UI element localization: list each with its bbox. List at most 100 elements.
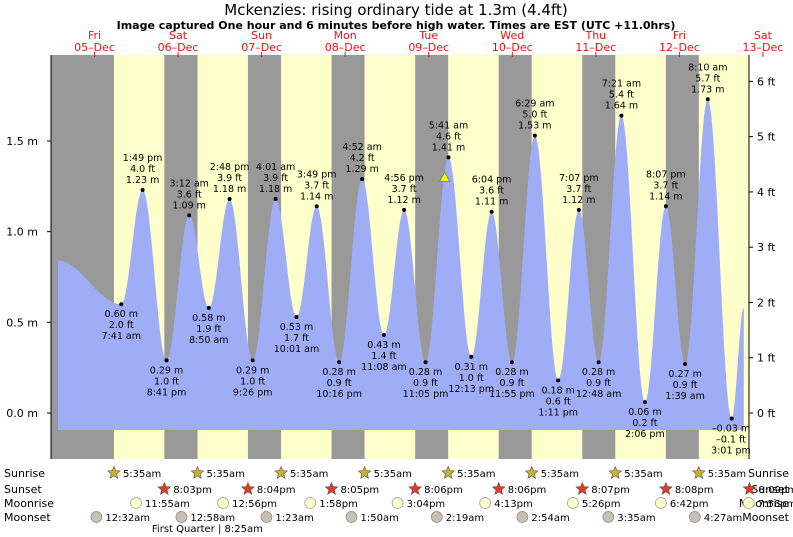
sunrise-time: 5:35am [123, 469, 161, 480]
high-meters: 1.41 m [432, 142, 465, 153]
high-time: 8:07 pm [646, 169, 686, 180]
sunrise-icon [357, 465, 372, 479]
moonset-time: 4:27am [704, 513, 742, 524]
moonset-icon [260, 511, 273, 523]
low-meters: 0.18 m [541, 385, 574, 396]
moonset-icon [345, 511, 358, 523]
sunset-time: 8:05pm [341, 485, 380, 496]
moon-phase-label: First Quarter | 8:25am [152, 524, 263, 535]
low-time: 12:13 pm [448, 384, 494, 395]
low-feet: 0.2 ft [632, 418, 657, 429]
sunset-icon [491, 481, 506, 495]
low-feet: 1.0 ft [154, 376, 179, 387]
high-meters: 1.14 m [649, 191, 682, 202]
extreme-point [206, 305, 211, 310]
extreme-point [381, 333, 386, 338]
extreme-point [576, 207, 581, 212]
extreme-point [164, 358, 169, 363]
moonset-time: 2:19am [446, 513, 484, 524]
low-meters: 0.43 m [367, 340, 400, 351]
left-tick-label: 1.0 m [6, 226, 38, 239]
day-name: Wed [500, 29, 524, 42]
sunrise-time: 5:35am [708, 469, 746, 480]
sunset-time: 8:09pm [759, 485, 793, 496]
sunset-time: 8:07pm [591, 485, 630, 496]
sunset-time: 8:03pm [173, 485, 212, 496]
high-meters: 1.29 m [345, 164, 378, 175]
low-feet: 0.9 ft [499, 378, 524, 389]
high-feet: 3.9 ft [263, 173, 288, 184]
high-feet: 3.7 ft [392, 184, 417, 195]
moonrise-time: 3:04pm [407, 499, 446, 510]
right-tick-label: 1 ft [757, 352, 776, 365]
extreme-point [314, 204, 319, 209]
moonset-icon [689, 511, 701, 523]
low-feet: –0.1 ft [716, 434, 746, 445]
extreme-point [509, 360, 514, 365]
right-tick-label: 6 ft [757, 75, 776, 88]
moonrise-icon [391, 497, 404, 509]
day-date: 13–Dec [743, 41, 784, 54]
high-time: 7:07 pm [559, 173, 599, 184]
low-feet: 1.0 ft [240, 376, 265, 387]
current-tide-marker [439, 171, 451, 182]
high-feet: 5.7 ft [695, 73, 720, 84]
left-tick-label: 1.5 m [6, 135, 38, 148]
chart-title: Mckenzies: rising ordinary tide at 1.3m … [224, 1, 567, 19]
day-name: Sat [169, 29, 188, 42]
sunset-icon [408, 481, 423, 495]
low-time: 11:05 pm [403, 389, 449, 400]
moonrise-icon [742, 497, 755, 509]
low-time: 7:41 am [102, 331, 141, 342]
high-feet: 5.0 ft [522, 110, 547, 121]
row-label-right: Moonset [742, 511, 789, 524]
sunrise-icon [190, 465, 205, 479]
moonset-icon [175, 511, 188, 523]
extreme-point [273, 197, 278, 202]
low-meters: 0.31 m [455, 362, 488, 373]
sunrise-icon [524, 465, 539, 479]
day-date: 06–Dec [158, 41, 199, 54]
moonset-icon [516, 511, 529, 523]
high-time: 3:49 pm [297, 169, 337, 180]
axes: 0.0 m 0.5 m 1.0 m 1.5 m 0 ft 1 ft 2 ft 3 ft 4 ft… [6, 55, 776, 459]
moonrise-icon [655, 497, 667, 509]
low-meters: 0.29 m [236, 365, 269, 376]
day-date: 11–Dec [575, 41, 616, 54]
low-meters: 0.53 m [280, 322, 313, 333]
day-date: 05–Dec [74, 41, 115, 54]
high-feet: 4.6 ft [436, 131, 461, 142]
high-time: 4:52 am [342, 142, 381, 153]
extreme-point [642, 400, 647, 405]
moonset-time: 12:58am [190, 513, 235, 524]
extreme-point [619, 113, 624, 118]
high-feet: 4.0 ft [130, 164, 155, 175]
low-time: 2:06 pm [625, 429, 665, 440]
sunset-time: 8:04pm [257, 485, 296, 496]
high-time: 8:10 am [688, 62, 727, 73]
low-feet: 1.0 ft [459, 373, 484, 384]
low-time: 9:26 pm [233, 387, 273, 398]
sunrise-time: 5:35am [290, 469, 328, 480]
row-label-right: Sunrise [748, 467, 789, 480]
extreme-point [663, 204, 668, 209]
low-feet: 0.9 ft [413, 378, 438, 389]
moonrise-icon [479, 497, 492, 509]
moonset-time: 3:35am [617, 513, 655, 524]
low-meters: 0.29 m [150, 365, 183, 376]
sunset-icon [742, 481, 757, 495]
extreme-point [556, 378, 561, 383]
extreme-point [337, 360, 342, 365]
high-meters: 1.73 m [691, 84, 724, 95]
right-tick-label: 4 ft [757, 186, 776, 199]
right-tick-label: 2 ft [757, 296, 776, 309]
extreme-point [596, 360, 601, 365]
low-feet: 0.9 ft [327, 378, 352, 389]
extreme-point [294, 314, 299, 319]
sunrise-time: 5:35am [374, 469, 412, 480]
moonrise-icon [304, 497, 317, 509]
high-meters: 1.18 m [259, 184, 292, 195]
moonrise-time: 7:56pm [758, 499, 793, 510]
